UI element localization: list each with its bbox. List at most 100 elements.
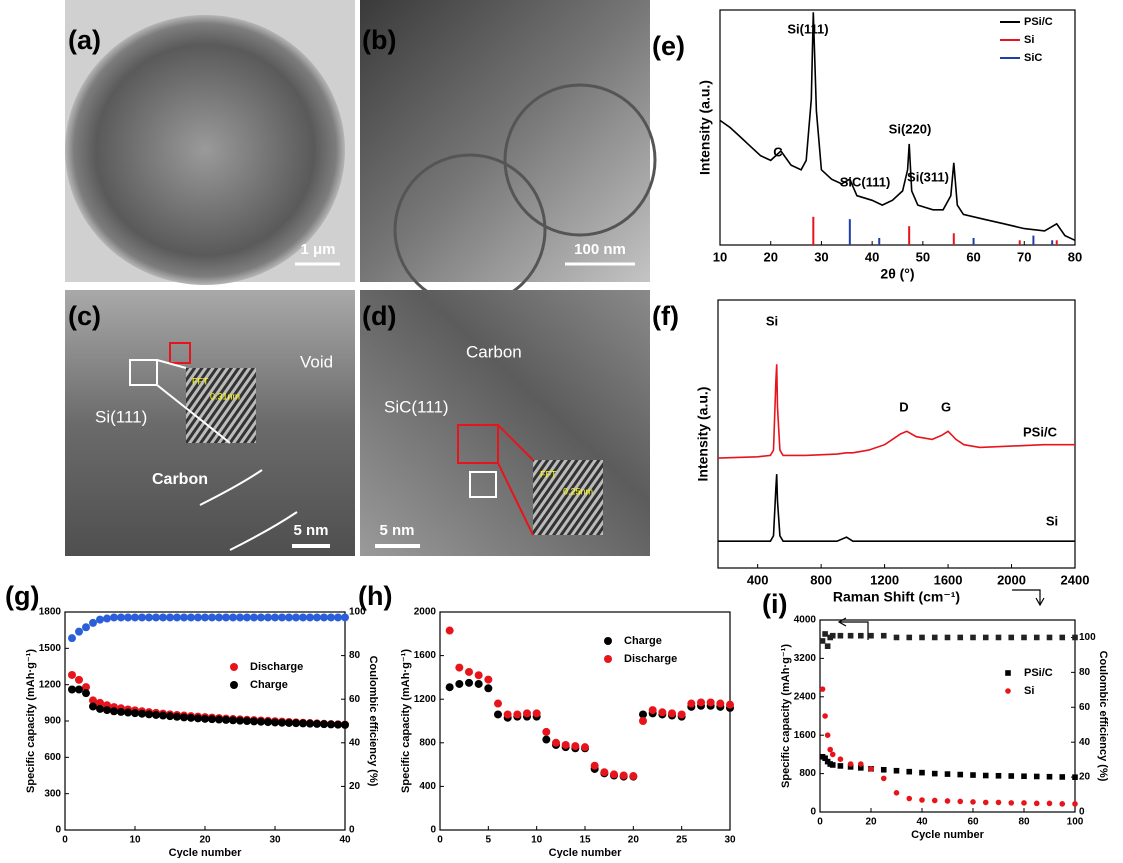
marker	[668, 709, 676, 718]
y-tick-label: 1200	[39, 679, 62, 690]
marker	[982, 772, 989, 779]
x-tick-label: 60	[966, 249, 980, 264]
marker	[919, 769, 925, 776]
marker	[82, 623, 90, 632]
marker	[906, 768, 913, 775]
chart: (f) 400 800 1200 1600 2000 2400 Raman Shift (cm…	[652, 299, 1090, 605]
annotation: G	[941, 399, 951, 414]
plot-frame	[717, 299, 1076, 569]
x-tick-label: 0	[62, 835, 68, 846]
marker	[697, 698, 705, 707]
marker	[824, 732, 831, 738]
marker	[957, 634, 964, 641]
x-tick-label: 2400	[1061, 572, 1090, 587]
scale-bar: 1 μm	[300, 241, 335, 258]
marker	[919, 634, 925, 641]
marker	[285, 613, 293, 622]
marker	[819, 686, 826, 692]
y-tick-label: 300	[44, 788, 61, 799]
marker	[610, 770, 618, 779]
marker	[542, 727, 551, 736]
legend-label: Si	[1024, 34, 1034, 46]
marker	[152, 710, 160, 719]
marker	[982, 799, 989, 806]
annotation: 0.31nm	[210, 391, 240, 401]
marker	[829, 762, 836, 768]
marker	[75, 675, 83, 684]
chart: (g)0 10 20 30 400300600900120015001800020406…	[5, 581, 379, 859]
marker	[995, 772, 1002, 779]
annotation: Carbon	[152, 471, 208, 488]
marker	[131, 613, 139, 622]
marker	[465, 678, 473, 687]
marker	[552, 738, 560, 747]
marker	[571, 742, 580, 751]
marker	[1021, 800, 1027, 806]
marker	[1046, 773, 1053, 780]
marker	[1033, 800, 1040, 807]
x-tick-label: 400	[747, 572, 769, 587]
marker	[201, 714, 209, 723]
marker	[208, 613, 216, 622]
marker	[68, 670, 76, 679]
x-tick-label: 15	[579, 835, 591, 846]
marker	[837, 763, 844, 769]
x-axis-title: 2θ (°)	[880, 266, 914, 282]
marker	[503, 710, 512, 719]
legend-swatch	[1005, 688, 1011, 694]
scale-bar: 5 nm	[379, 522, 414, 539]
marker	[299, 719, 307, 728]
y-tick-label: 1800	[39, 607, 62, 618]
y-tick-label: 0	[810, 807, 816, 818]
marker	[229, 716, 237, 725]
marker	[1059, 801, 1066, 807]
y-axis-title: Specific capacity (mAh·g⁻¹)	[780, 644, 792, 788]
x-tick-label: 800	[810, 572, 832, 587]
marker	[465, 667, 473, 676]
annotation: Void	[300, 352, 333, 371]
marker	[824, 643, 831, 649]
x-tick-label: 10	[129, 835, 141, 846]
marker	[819, 638, 826, 644]
annotation: Si(111)	[95, 407, 147, 426]
marker	[931, 797, 938, 804]
marker	[706, 698, 715, 707]
marker	[145, 710, 153, 719]
panel-label: (g)	[5, 581, 39, 611]
y-axis-title: Intensity (a.u.)	[697, 80, 713, 175]
marker	[619, 771, 628, 780]
chart: (e) 10 20 30 40 50 60 70 80 2θ (°) Intensity (a.u.…	[652, 9, 1082, 282]
marker	[957, 771, 964, 778]
panel-label: (h)	[358, 581, 392, 611]
marker	[868, 766, 874, 772]
y2-tick-label: 40	[1079, 737, 1091, 748]
marker	[278, 718, 286, 727]
x-axis-title: Raman Shift (cm⁻¹)	[833, 589, 960, 605]
y-tick-label: 600	[44, 752, 61, 763]
legend-label: PSi/C	[1024, 16, 1053, 28]
marker	[138, 709, 146, 718]
marker	[187, 613, 195, 622]
marker	[271, 718, 279, 727]
marker	[250, 717, 258, 726]
marker	[145, 613, 153, 622]
marker	[138, 613, 146, 622]
marker	[334, 720, 342, 729]
annotation: C	[773, 144, 783, 159]
marker	[306, 613, 314, 622]
annotation: Si(220)	[889, 121, 932, 136]
marker	[858, 632, 864, 639]
plot-frame	[439, 611, 731, 831]
marker	[215, 715, 223, 724]
marker	[600, 768, 609, 777]
marker	[299, 613, 307, 622]
marker	[906, 634, 913, 641]
marker	[474, 671, 483, 680]
panel-label: (a)	[68, 25, 101, 55]
arrows	[837, 589, 1045, 640]
data-line	[719, 12, 1076, 242]
legend-label: PSi/C	[1024, 667, 1053, 679]
marker	[1046, 800, 1053, 807]
panel-label: (e)	[652, 31, 685, 61]
legend-swatch	[230, 681, 238, 689]
